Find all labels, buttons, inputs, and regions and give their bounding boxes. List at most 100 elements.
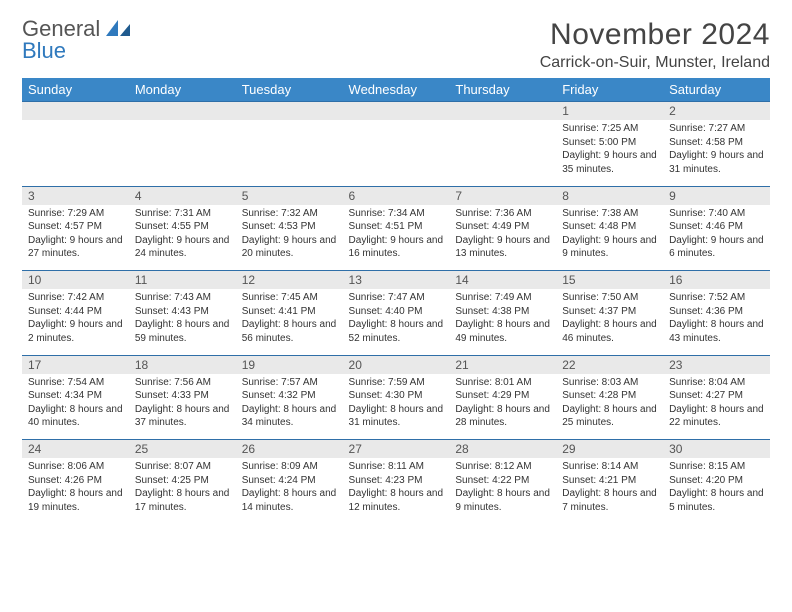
day-cell: Sunrise: 7:27 AMSunset: 4:58 PMDaylight:… (663, 120, 770, 186)
daylight-text: Daylight: 9 hours and 13 minutes. (455, 234, 550, 261)
day-data-row: Sunrise: 7:54 AMSunset: 4:34 PMDaylight:… (22, 374, 770, 440)
day-number: 6 (343, 186, 450, 205)
day-number: 9 (663, 186, 770, 205)
day-cell: Sunrise: 8:06 AMSunset: 4:26 PMDaylight:… (22, 458, 129, 524)
header: General Blue November 2024 Carrick-on-Su… (22, 18, 770, 72)
day-cell: Sunrise: 7:45 AMSunset: 4:41 PMDaylight:… (236, 289, 343, 355)
month-title: November 2024 (540, 18, 770, 52)
day-cell: Sunrise: 7:52 AMSunset: 4:36 PMDaylight:… (663, 289, 770, 355)
sunset-text: Sunset: 4:49 PM (455, 220, 550, 234)
sunrise-text: Sunrise: 7:43 AM (135, 291, 230, 305)
day-number-row: 24252627282930 (22, 440, 770, 459)
sunset-text: Sunset: 4:20 PM (669, 474, 764, 488)
daylight-text: Daylight: 8 hours and 46 minutes. (562, 318, 657, 345)
sunrise-text: Sunrise: 7:59 AM (349, 376, 444, 390)
day-cell: Sunrise: 8:04 AMSunset: 4:27 PMDaylight:… (663, 374, 770, 440)
day-cell (236, 120, 343, 186)
sunrise-text: Sunrise: 7:27 AM (669, 122, 764, 136)
day-cell: Sunrise: 7:25 AMSunset: 5:00 PMDaylight:… (556, 120, 663, 186)
day-data-row: Sunrise: 7:42 AMSunset: 4:44 PMDaylight:… (22, 289, 770, 355)
sunrise-text: Sunrise: 7:50 AM (562, 291, 657, 305)
day-cell (22, 120, 129, 186)
sunrise-text: Sunrise: 8:11 AM (349, 460, 444, 474)
daylight-text: Daylight: 8 hours and 43 minutes. (669, 318, 764, 345)
day-number: 27 (343, 440, 450, 459)
sunrise-text: Sunrise: 8:01 AM (455, 376, 550, 390)
day-cell: Sunrise: 7:57 AMSunset: 4:32 PMDaylight:… (236, 374, 343, 440)
day-cell: Sunrise: 7:40 AMSunset: 4:46 PMDaylight:… (663, 205, 770, 271)
sunset-text: Sunset: 4:27 PM (669, 389, 764, 403)
day-number (343, 102, 450, 121)
sunset-text: Sunset: 4:26 PM (28, 474, 123, 488)
sunset-text: Sunset: 4:43 PM (135, 305, 230, 319)
sunrise-text: Sunrise: 7:52 AM (669, 291, 764, 305)
daylight-text: Daylight: 8 hours and 37 minutes. (135, 403, 230, 430)
day-cell: Sunrise: 8:11 AMSunset: 4:23 PMDaylight:… (343, 458, 450, 524)
day-cell (129, 120, 236, 186)
sunrise-text: Sunrise: 7:29 AM (28, 207, 123, 221)
sunrise-text: Sunrise: 8:14 AM (562, 460, 657, 474)
weekday-header: Saturday (663, 78, 770, 102)
sunrise-text: Sunrise: 8:12 AM (455, 460, 550, 474)
day-number: 25 (129, 440, 236, 459)
sunset-text: Sunset: 4:30 PM (349, 389, 444, 403)
sunset-text: Sunset: 4:51 PM (349, 220, 444, 234)
day-data-row: Sunrise: 7:29 AMSunset: 4:57 PMDaylight:… (22, 205, 770, 271)
daylight-text: Daylight: 8 hours and 49 minutes. (455, 318, 550, 345)
location: Carrick-on-Suir, Munster, Ireland (540, 54, 770, 72)
sunrise-text: Sunrise: 7:38 AM (562, 207, 657, 221)
day-number: 11 (129, 271, 236, 290)
sunset-text: Sunset: 4:22 PM (455, 474, 550, 488)
sunset-text: Sunset: 4:44 PM (28, 305, 123, 319)
day-cell: Sunrise: 7:42 AMSunset: 4:44 PMDaylight:… (22, 289, 129, 355)
day-number: 17 (22, 355, 129, 374)
sunrise-text: Sunrise: 7:54 AM (28, 376, 123, 390)
day-cell: Sunrise: 7:54 AMSunset: 4:34 PMDaylight:… (22, 374, 129, 440)
sunrise-text: Sunrise: 7:56 AM (135, 376, 230, 390)
calendar-table: Sunday Monday Tuesday Wednesday Thursday… (22, 78, 770, 524)
daylight-text: Daylight: 8 hours and 12 minutes. (349, 487, 444, 514)
day-number: 1 (556, 102, 663, 121)
day-number: 7 (449, 186, 556, 205)
daylight-text: Daylight: 8 hours and 52 minutes. (349, 318, 444, 345)
weekday-header: Tuesday (236, 78, 343, 102)
sunset-text: Sunset: 4:32 PM (242, 389, 337, 403)
sunrise-text: Sunrise: 7:32 AM (242, 207, 337, 221)
day-cell: Sunrise: 8:09 AMSunset: 4:24 PMDaylight:… (236, 458, 343, 524)
weekday-header-row: Sunday Monday Tuesday Wednesday Thursday… (22, 78, 770, 102)
day-number: 13 (343, 271, 450, 290)
day-number: 3 (22, 186, 129, 205)
day-cell: Sunrise: 8:12 AMSunset: 4:22 PMDaylight:… (449, 458, 556, 524)
sunrise-text: Sunrise: 8:15 AM (669, 460, 764, 474)
daylight-text: Daylight: 8 hours and 5 minutes. (669, 487, 764, 514)
day-cell: Sunrise: 7:32 AMSunset: 4:53 PMDaylight:… (236, 205, 343, 271)
sunrise-text: Sunrise: 8:07 AM (135, 460, 230, 474)
day-cell: Sunrise: 8:14 AMSunset: 4:21 PMDaylight:… (556, 458, 663, 524)
daylight-text: Daylight: 8 hours and 40 minutes. (28, 403, 123, 430)
weekday-header: Thursday (449, 78, 556, 102)
daylight-text: Daylight: 8 hours and 19 minutes. (28, 487, 123, 514)
sunrise-text: Sunrise: 8:06 AM (28, 460, 123, 474)
day-cell: Sunrise: 8:03 AMSunset: 4:28 PMDaylight:… (556, 374, 663, 440)
sunrise-text: Sunrise: 7:25 AM (562, 122, 657, 136)
day-cell: Sunrise: 7:56 AMSunset: 4:33 PMDaylight:… (129, 374, 236, 440)
day-cell (449, 120, 556, 186)
sunrise-text: Sunrise: 7:45 AM (242, 291, 337, 305)
daylight-text: Daylight: 8 hours and 9 minutes. (455, 487, 550, 514)
sunrise-text: Sunrise: 7:47 AM (349, 291, 444, 305)
day-cell: Sunrise: 7:38 AMSunset: 4:48 PMDaylight:… (556, 205, 663, 271)
day-number: 4 (129, 186, 236, 205)
sunset-text: Sunset: 4:28 PM (562, 389, 657, 403)
day-number: 8 (556, 186, 663, 205)
day-number: 10 (22, 271, 129, 290)
day-cell: Sunrise: 8:15 AMSunset: 4:20 PMDaylight:… (663, 458, 770, 524)
sunrise-text: Sunrise: 8:03 AM (562, 376, 657, 390)
daylight-text: Daylight: 9 hours and 31 minutes. (669, 149, 764, 176)
day-number (236, 102, 343, 121)
day-number: 29 (556, 440, 663, 459)
day-number: 16 (663, 271, 770, 290)
day-number: 5 (236, 186, 343, 205)
daylight-text: Daylight: 9 hours and 20 minutes. (242, 234, 337, 261)
day-cell: Sunrise: 7:31 AMSunset: 4:55 PMDaylight:… (129, 205, 236, 271)
day-cell: Sunrise: 8:07 AMSunset: 4:25 PMDaylight:… (129, 458, 236, 524)
